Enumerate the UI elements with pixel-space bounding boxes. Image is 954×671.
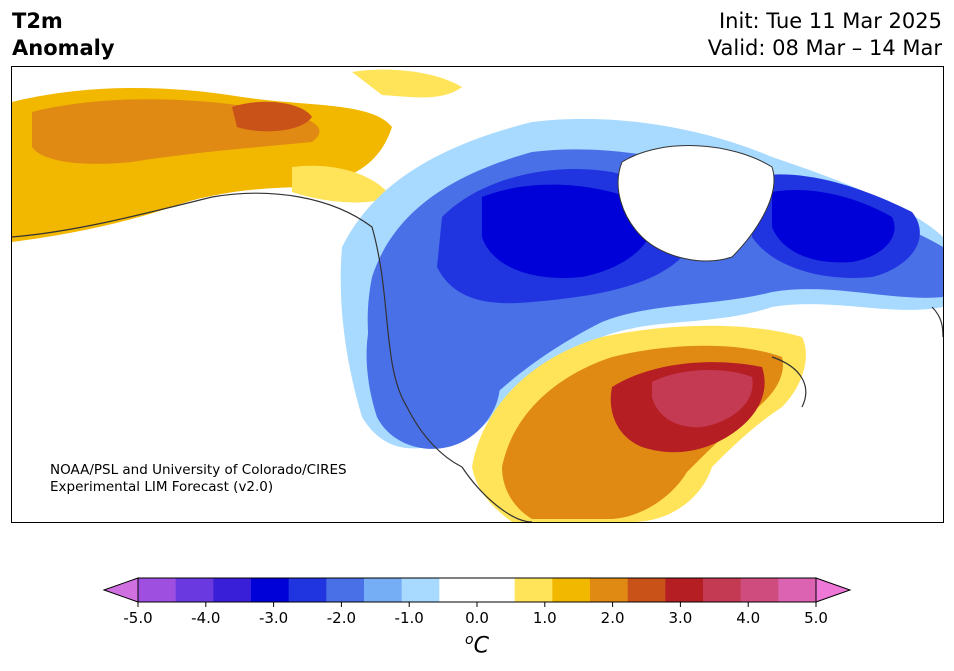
colorbar-bin — [627, 578, 666, 602]
colorbar-tick-label: -4.0 — [191, 609, 220, 627]
colorbar-tick-label: 0.0 — [465, 609, 489, 627]
colorbar-bin — [477, 578, 516, 602]
init-date: Init: Tue 11 Mar 2025 — [718, 9, 942, 33]
colorbar-bin — [401, 578, 440, 602]
map-canvas — [12, 69, 943, 522]
anomaly-map: NOAA/PSL and University of Colorado/CIRE… — [11, 66, 944, 523]
colorbar-bin — [740, 578, 779, 602]
colorbar-bin — [138, 578, 177, 602]
colorbar-bin — [552, 578, 591, 602]
colorbar-bin — [213, 578, 252, 602]
warm-region-yukon-peak — [232, 101, 312, 132]
colorbar-bin — [288, 578, 327, 602]
colorbar-bin — [514, 578, 553, 602]
warm-region-nwt — [352, 69, 462, 98]
colorbar-tick-label: 2.0 — [601, 609, 625, 627]
map-title: T2m Anomaly — [12, 8, 115, 62]
cold-region-quebec-core — [772, 189, 895, 263]
title-variable: T2m — [12, 9, 63, 33]
forecast-dates: Init: Tue 11 Mar 2025 Valid: 08 Mar – 14… — [708, 8, 942, 62]
colorbar-unit: oC — [0, 632, 954, 658]
credit-line1: NOAA/PSL and University of Colorado/CIRE… — [50, 462, 347, 478]
colorbar-tick-label: -3.0 — [259, 609, 288, 627]
colorbar-arrow-low — [102, 577, 139, 603]
colorbar-bin — [665, 578, 704, 602]
colorbar-tick-label: -1.0 — [395, 609, 424, 627]
credit-line2: Experimental LIM Forecast (v2.0) — [50, 479, 274, 495]
colorbar-bin — [175, 578, 214, 602]
cold-region-core-ontario — [482, 184, 654, 278]
warm-region-bc-coast — [292, 165, 392, 203]
colorbar-bin — [251, 578, 290, 602]
warm-region-southeast-peak — [652, 370, 753, 428]
cold-region-west — [366, 314, 501, 449]
unit-superscript: o — [465, 632, 474, 648]
colorbar-arrow-high — [815, 577, 852, 603]
colorbar-bin — [364, 578, 403, 602]
colorbar-tick-label: 1.0 — [533, 609, 557, 627]
colorbar-bin — [326, 578, 365, 602]
colorbar-tick-label: 3.0 — [668, 609, 692, 627]
colorbar-tick-label: 4.0 — [736, 609, 760, 627]
hudson-bay — [617, 145, 775, 262]
colorbar-tick-label: 5.0 — [804, 609, 828, 627]
colorbar-bin — [778, 578, 817, 602]
colorbar: -5.0 -4.0 -3.0 -2.0 -1.0 0.0 1.0 2.0 3.0 4.0 5.0 — [102, 577, 852, 627]
colorbar-bin — [703, 578, 742, 602]
colorbar-tick-label: -2.0 — [327, 609, 356, 627]
colorbar-bin — [439, 578, 478, 602]
map-credit: NOAA/PSL and University of Colorado/CIRE… — [50, 462, 347, 496]
valid-range: Valid: 08 Mar – 14 Mar — [707, 36, 942, 60]
colorbar-tick-label: -5.0 — [123, 609, 152, 627]
coastline — [12, 192, 943, 522]
colorbar-bin — [590, 578, 629, 602]
unit-base: C — [473, 633, 489, 659]
title-quantity: Anomaly — [12, 36, 115, 60]
